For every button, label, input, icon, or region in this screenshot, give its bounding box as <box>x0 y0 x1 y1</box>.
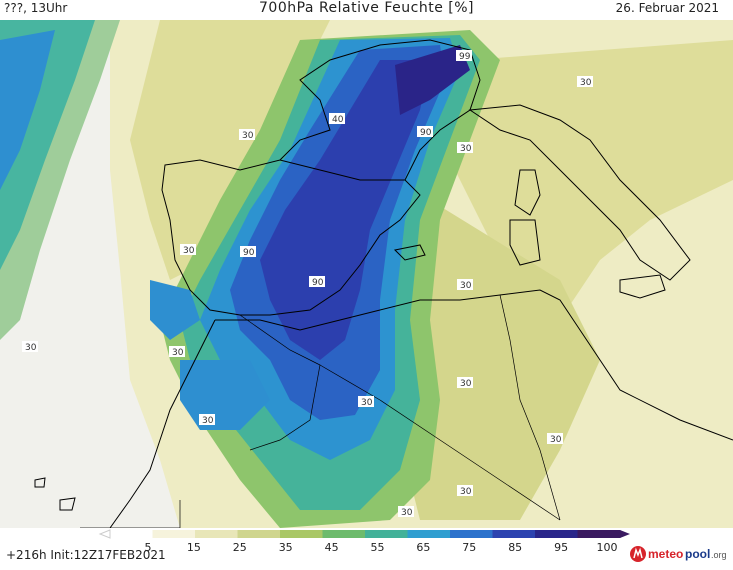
contour-label: 30 <box>460 281 472 291</box>
colorbar-tick-label: 45 <box>325 541 339 554</box>
field-35-east <box>450 40 733 320</box>
colorbar-tick-label: 95 <box>554 541 568 554</box>
field-75-ocean <box>0 30 55 190</box>
colorbar-segment <box>322 530 366 538</box>
contour-label: 40 <box>332 115 344 125</box>
contour-labels: 99 40 90 30 30 30 90 90 30 30 30 30 30 3… <box>22 50 593 518</box>
colorbar-segment <box>450 530 493 538</box>
init-time-label: +216h Init:12Z17FEB2021 <box>6 548 166 562</box>
field-75-portugal <box>150 280 200 340</box>
field-99-core <box>395 45 470 115</box>
colorbar-segment <box>152 530 196 538</box>
colorbar-tick-label: 55 <box>371 541 385 554</box>
header-bar: ???, 13Uhr 700hPa Relative Feuchte [%] 2… <box>0 0 733 20</box>
colorbar-segment <box>535 530 578 538</box>
field-90-central <box>260 60 430 360</box>
contour-label: 30 <box>460 487 472 497</box>
colorbar-segment <box>237 530 281 538</box>
colorbar-canvas: 5 15 25 35 45 55 65 75 85 95 100 <box>98 529 630 554</box>
colorbar-segment <box>365 530 408 538</box>
colorbar-tick-label: 85 <box>508 541 522 554</box>
contour-label: 90 <box>312 278 324 288</box>
contour-label: 90 <box>420 128 432 138</box>
colorbar-tick-label: 15 <box>187 541 201 554</box>
country-borders <box>80 294 561 528</box>
contour-label: 30 <box>401 508 413 518</box>
contour-label: 30 <box>361 398 373 408</box>
contour-label: 30 <box>183 246 195 256</box>
logo-suffix: pool <box>685 547 710 561</box>
colorbar-tick-label: 75 <box>462 541 476 554</box>
contour-label: 30 <box>25 343 37 353</box>
colorbar-segment <box>492 530 536 538</box>
colorbar-tick-label: 5 <box>145 541 152 554</box>
humidity-map: 99 40 90 30 30 30 90 90 30 30 30 30 30 3… <box>0 20 733 528</box>
colorbar-segment <box>577 530 621 538</box>
contour-label: 30 <box>242 131 254 141</box>
logo-tld: .org <box>711 550 727 560</box>
colorbar-segment <box>195 530 238 538</box>
logo-prefix: meteo <box>648 547 683 561</box>
contour-label: 30 <box>172 348 184 358</box>
map-title: 700hPa Relative Feuchte [%] <box>259 0 474 16</box>
contour-label: 99 <box>459 52 471 62</box>
contour-label: 30 <box>460 144 472 154</box>
contour-label: 30 <box>550 435 562 445</box>
valid-date-label: 26. Februar 2021 <box>615 1 719 15</box>
field-75-morocco <box>180 360 270 430</box>
contour-label: 30 <box>460 379 472 389</box>
colorbar: 5 15 25 35 45 55 65 75 85 95 100 <box>0 528 733 566</box>
contour-label: 30 <box>580 78 592 88</box>
colorbar-tick-label: 35 <box>279 541 293 554</box>
colorbar-tick-label: 65 <box>416 541 430 554</box>
logo-m-icon <box>633 547 643 559</box>
meteopool-logo: meteo pool .org <box>629 544 729 564</box>
colorbar-segment <box>280 530 323 538</box>
contour-label: 30 <box>202 416 214 426</box>
colorbar-tick-label: 100 <box>597 541 618 554</box>
valid-time-label: ???, 13Uhr <box>4 1 68 15</box>
colorbar-segment <box>110 530 153 538</box>
colorbar-high-arrow-icon <box>620 530 630 538</box>
colorbar-segment <box>407 530 451 538</box>
contour-label: 90 <box>243 248 255 258</box>
colorbar-tick-label: 25 <box>233 541 247 554</box>
logo-mark: meteo pool .org <box>630 546 727 562</box>
map-canvas: 99 40 90 30 30 30 90 90 30 30 30 30 30 3… <box>0 20 733 528</box>
colorbar-low-arrow-icon <box>98 529 111 539</box>
